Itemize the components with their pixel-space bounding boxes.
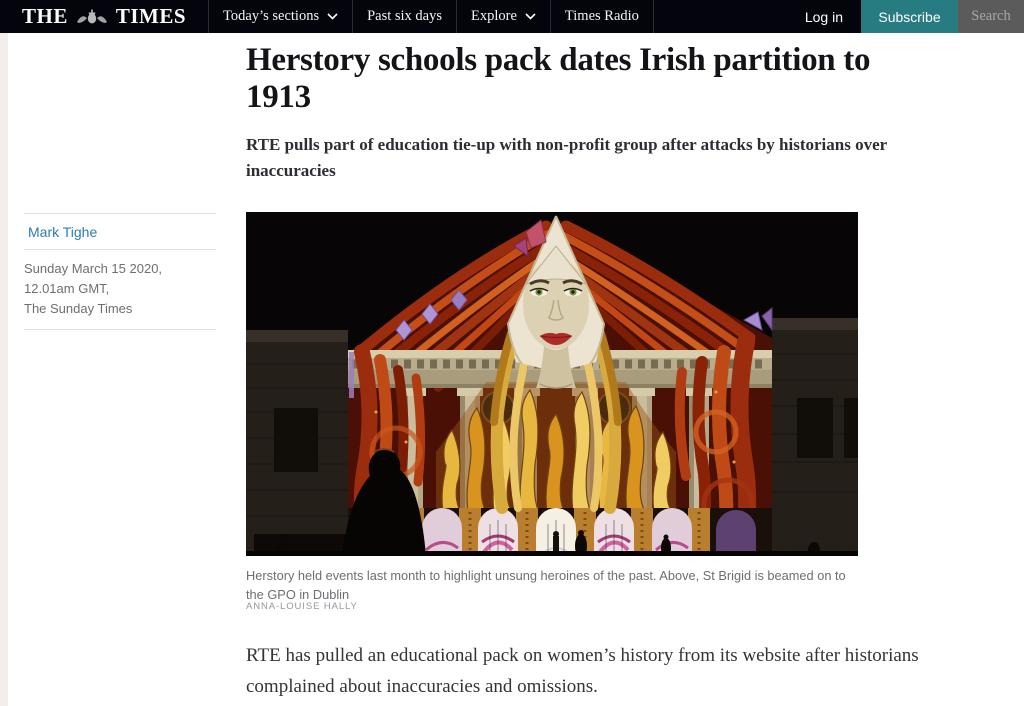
article-body-paragraph: RTE has pulled an educational pack on wo… xyxy=(246,645,919,698)
nav-item-todays-sections[interactable]: Today’s sections xyxy=(209,0,354,33)
nav-item-label: Explore xyxy=(471,8,517,24)
publish-date-line2: The Sunday Times xyxy=(24,301,133,317)
nav-item-label: Times Radio xyxy=(564,8,639,24)
logo-text-the: THE xyxy=(22,4,68,28)
nav-item-label: Today’s sections xyxy=(223,8,320,24)
photo-credit: ANNA-LOUISE HALLY xyxy=(246,601,358,612)
subscribe-button[interactable]: Subscribe xyxy=(861,0,958,33)
logo-text-times: TIMES xyxy=(115,4,187,28)
nav-spacer xyxy=(654,0,787,33)
chevron-down-icon xyxy=(327,13,338,20)
page-left-gutter xyxy=(0,33,8,706)
times-crest-icon xyxy=(75,9,109,25)
divider xyxy=(24,329,216,331)
publish-date: Sunday March 15 2020, 12.01am GMT, The S… xyxy=(24,259,216,319)
top-navigation-bar: THE TIMES Today’s sections Past six days… xyxy=(0,0,1024,33)
login-button[interactable]: Log in xyxy=(804,8,843,25)
article-standfirst: RTE pulls part of education tie-up with … xyxy=(246,135,887,181)
article-photo xyxy=(246,212,858,556)
nav-item-explore[interactable]: Explore xyxy=(457,0,551,33)
divider xyxy=(24,249,216,250)
times-logo[interactable]: THE TIMES xyxy=(0,0,210,33)
nav-item-label: Past six days xyxy=(367,8,443,24)
nav-item-past-six-days[interactable]: Past six days xyxy=(353,0,458,33)
divider xyxy=(24,213,216,214)
author-link[interactable]: Mark Tighe xyxy=(28,224,98,240)
article-headline: Herstory schools pack dates Irish partit… xyxy=(246,42,871,115)
search-button[interactable]: Search xyxy=(958,0,1024,33)
chevron-down-icon xyxy=(525,13,536,20)
article-meta-sidebar: Mark Tighe Sunday March 15 2020, 12.01am… xyxy=(24,213,216,331)
publish-date-line1: Sunday March 15 2020, 12.01am GMT, xyxy=(24,261,163,297)
nav-item-times-radio[interactable]: Times Radio xyxy=(551,0,654,33)
photo-caption: Herstory held events last month to highl… xyxy=(246,568,846,603)
